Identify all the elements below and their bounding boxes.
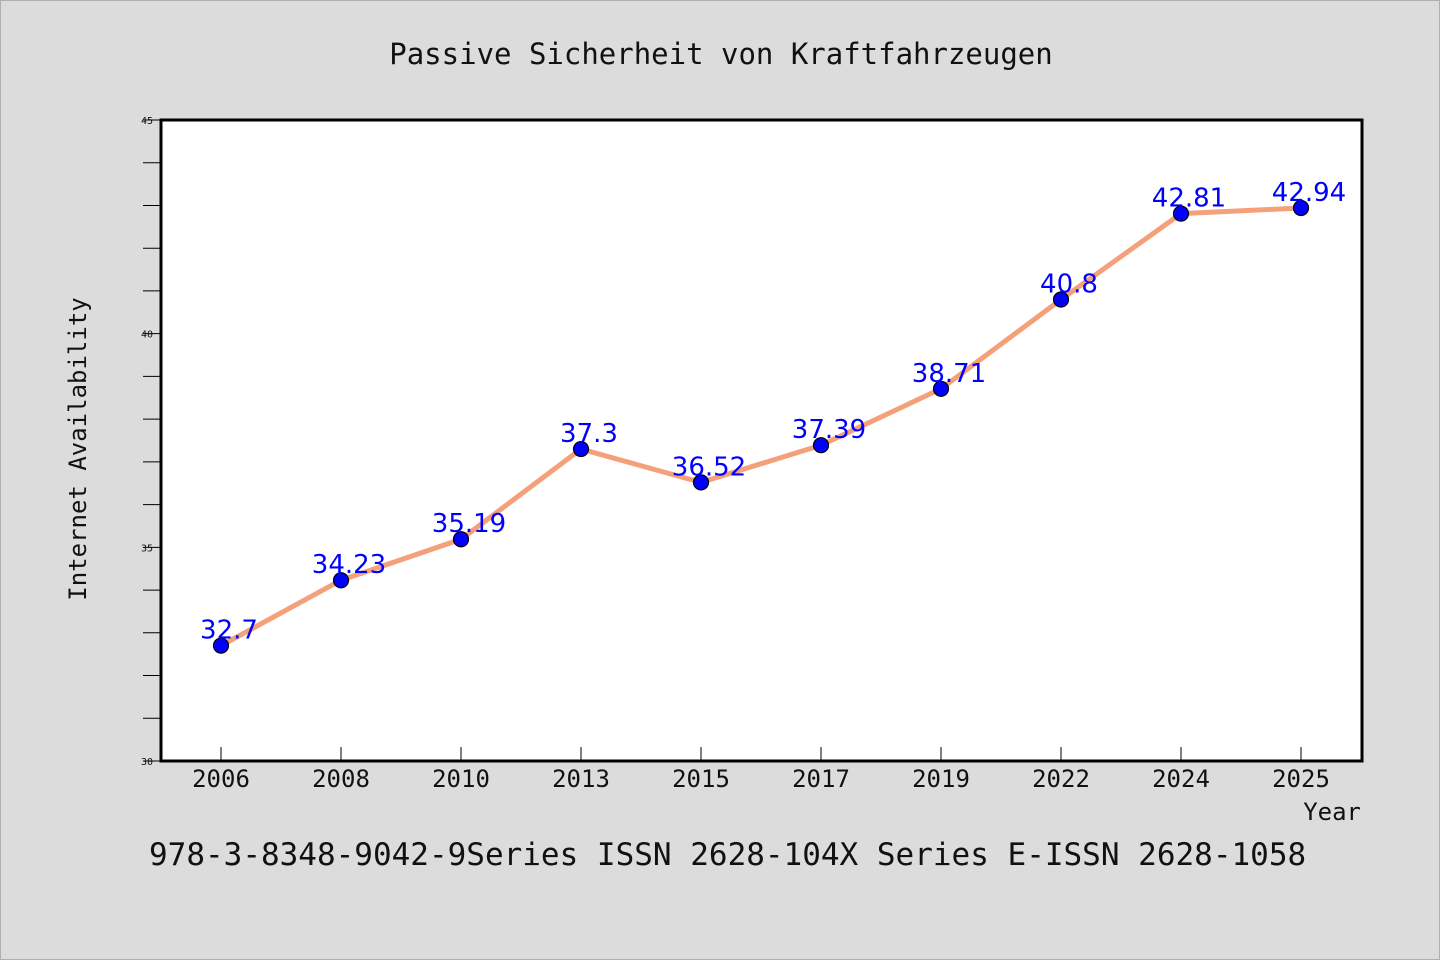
data-point [812,437,830,454]
data-point [452,531,470,548]
x-axis: 2006 2008 2010 2013 2015 2017 2019 2022 2024 2025 [192,747,1330,793]
y-axis-label: Internet Availability [64,297,92,600]
data-label: 37.39 [792,415,866,445]
data-point [692,474,710,491]
data-label: 36.52 [672,452,746,482]
data-label: 35.19 [432,509,506,539]
y-tick-label: 40 [141,330,153,341]
x-tick-label: 2008 [312,765,370,793]
x-tick-label: 2015 [672,765,730,793]
data-label: 42.81 [1152,184,1226,214]
data-label: 37.3 [560,419,618,449]
data-point [1052,291,1070,308]
x-tick-label: 2019 [912,765,970,793]
data-point [212,637,230,654]
data-label: 40.8 [1040,269,1098,299]
data-label: 42.94 [1272,178,1346,208]
chart-title: Passive Sicherheit von Kraftfahrzeugen [389,37,1052,71]
data-point [1292,199,1310,217]
data-point [1172,205,1190,222]
data-label: 34.23 [312,550,386,580]
x-tick-label: 2006 [192,765,250,793]
x-tick-label: 2010 [432,765,490,793]
data-label: 32.7 [200,616,258,646]
footer-text: 978-3-8348-9042-9Series ISSN 2628-104X S… [149,837,1306,873]
series-line [218,205,1304,649]
data-point [332,572,350,589]
data-point [572,440,590,458]
x-axis-label: Year [1303,798,1361,826]
x-tick-label: 2024 [1152,765,1210,793]
series-layer: 32.7 34.23 35.19 37.3 36.52 37.39 38.71 40.8 42.… [200,178,1346,654]
data-point [932,380,950,397]
y-tick-label: 45 [141,116,153,127]
x-tick-label: 2013 [552,765,610,793]
x-tick-label: 2022 [1032,765,1090,793]
y-tick-label: 35 [141,543,153,554]
x-tick-label: 2017 [792,765,850,793]
y-axis: 30 35 40 45 [141,116,161,768]
data-label: 38.71 [912,359,986,389]
y-tick-label: 30 [141,757,153,768]
x-tick-label: 2025 [1272,765,1330,793]
